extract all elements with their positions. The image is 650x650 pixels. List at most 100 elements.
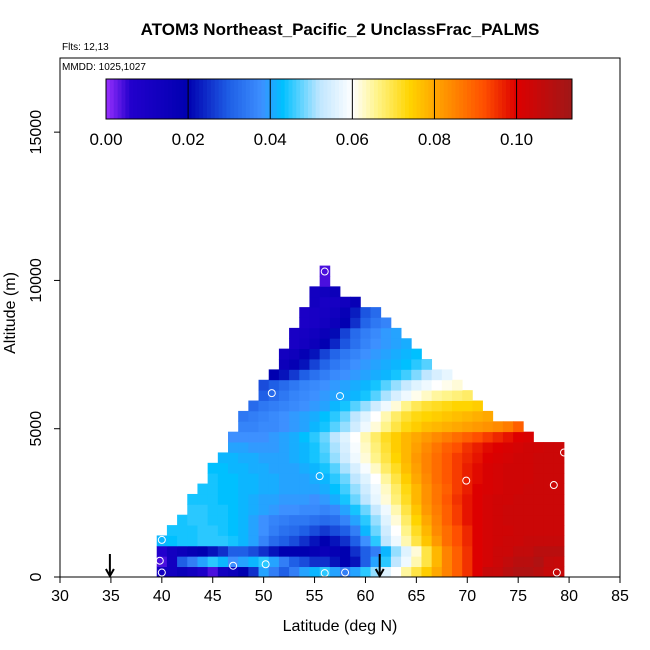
heat-cell <box>340 535 351 547</box>
heat-cell <box>268 525 280 536</box>
heat-cell <box>452 379 463 391</box>
x-tick-label: 65 <box>407 588 425 605</box>
heat-cell <box>533 566 545 578</box>
heat-cell <box>350 400 361 412</box>
heat-cell <box>492 431 504 443</box>
heat-cell <box>319 286 331 298</box>
heat-cell <box>319 545 331 557</box>
heat-cell <box>401 400 412 412</box>
heat-cell <box>401 359 412 370</box>
heat-cell <box>207 525 219 536</box>
heat-cell <box>472 421 483 433</box>
heat-cell <box>523 473 534 484</box>
heat-cell <box>329 473 341 484</box>
heat-cell <box>340 493 351 505</box>
colorbar-segment <box>191 79 196 119</box>
colorbar-segment <box>261 79 266 119</box>
colorbar-segment <box>389 79 394 119</box>
heat-cell <box>207 556 219 568</box>
heat-cell <box>482 421 494 433</box>
heat-cell <box>482 514 494 526</box>
heat-cell <box>228 442 239 453</box>
heat-cell <box>258 535 270 547</box>
heat-cell <box>380 483 392 495</box>
colorbar-segment <box>335 79 340 119</box>
heat-cell <box>329 556 341 568</box>
heat-cell <box>319 556 331 568</box>
heat-cell <box>309 348 321 360</box>
heat-cell <box>401 483 412 495</box>
heat-cell <box>502 462 514 474</box>
heat-cell <box>248 566 259 578</box>
y-axis: 0 5000 10000 15000 <box>28 110 60 581</box>
heat-cell <box>187 493 198 505</box>
heat-cell <box>411 431 422 443</box>
heat-cell <box>543 452 555 464</box>
arrow-marker <box>105 554 115 579</box>
colorbar-tick-label: 0.00 <box>89 130 122 149</box>
heat-cell <box>207 483 219 495</box>
heat-cell <box>401 348 412 360</box>
heat-cell <box>472 504 483 516</box>
heat-cell <box>177 556 188 568</box>
heat-cell <box>329 421 341 433</box>
heat-cell <box>299 327 310 339</box>
heat-cell <box>289 473 300 484</box>
heat-cell <box>289 338 300 350</box>
colorbar-segment <box>443 79 449 119</box>
heat-cell <box>492 493 504 505</box>
heat-cell <box>421 514 433 526</box>
x-tick-label: 70 <box>458 588 476 605</box>
heat-cell <box>533 545 545 557</box>
heatmap-cells <box>156 265 565 578</box>
heat-cell <box>329 462 341 474</box>
x-tick-label: 80 <box>560 588 578 605</box>
heat-cell <box>217 556 229 568</box>
heat-cell <box>197 566 209 578</box>
heat-cell <box>401 431 412 443</box>
heat-cell <box>533 493 545 505</box>
heat-cell <box>390 504 402 516</box>
heat-cell <box>299 452 310 464</box>
colorbar-segment <box>307 79 313 119</box>
heat-cell <box>187 556 198 568</box>
heat-cell <box>421 462 433 474</box>
heat-cell <box>360 442 371 453</box>
heat-cell <box>278 379 290 391</box>
heat-cell <box>513 545 524 557</box>
heat-cell <box>238 431 249 443</box>
sample-point <box>261 560 270 569</box>
heat-cell <box>411 556 422 568</box>
heat-cell <box>543 545 555 557</box>
heat-cell <box>217 525 229 536</box>
heat-cell <box>421 359 433 370</box>
heat-cell <box>543 462 555 474</box>
heat-cell <box>258 473 270 484</box>
colorbar-segment <box>420 79 425 119</box>
heat-cell <box>278 535 290 547</box>
heat-cell <box>329 286 341 298</box>
colorbar-segment <box>234 79 239 119</box>
colorbar-segment <box>175 79 181 119</box>
heat-cell <box>268 545 280 557</box>
heat-cell <box>462 525 473 536</box>
heat-cell <box>462 566 473 578</box>
heat-cell <box>452 431 463 443</box>
heat-cell <box>452 452 463 464</box>
heat-cell <box>340 307 351 318</box>
heat-cell <box>452 525 463 536</box>
colorbar-segment <box>210 79 216 119</box>
heat-cell <box>462 390 473 401</box>
colorbar-segment <box>214 79 220 119</box>
heat-cell <box>462 400 473 412</box>
heat-cell <box>411 400 422 412</box>
heat-cell <box>390 327 402 339</box>
heat-cell <box>543 483 555 495</box>
heat-cell <box>401 493 412 505</box>
heat-cell <box>533 442 545 453</box>
heat-cell <box>289 442 300 453</box>
heat-cell <box>472 431 483 443</box>
heat-cell <box>462 556 473 568</box>
heat-cell <box>370 442 382 453</box>
heat-cell <box>319 379 331 391</box>
